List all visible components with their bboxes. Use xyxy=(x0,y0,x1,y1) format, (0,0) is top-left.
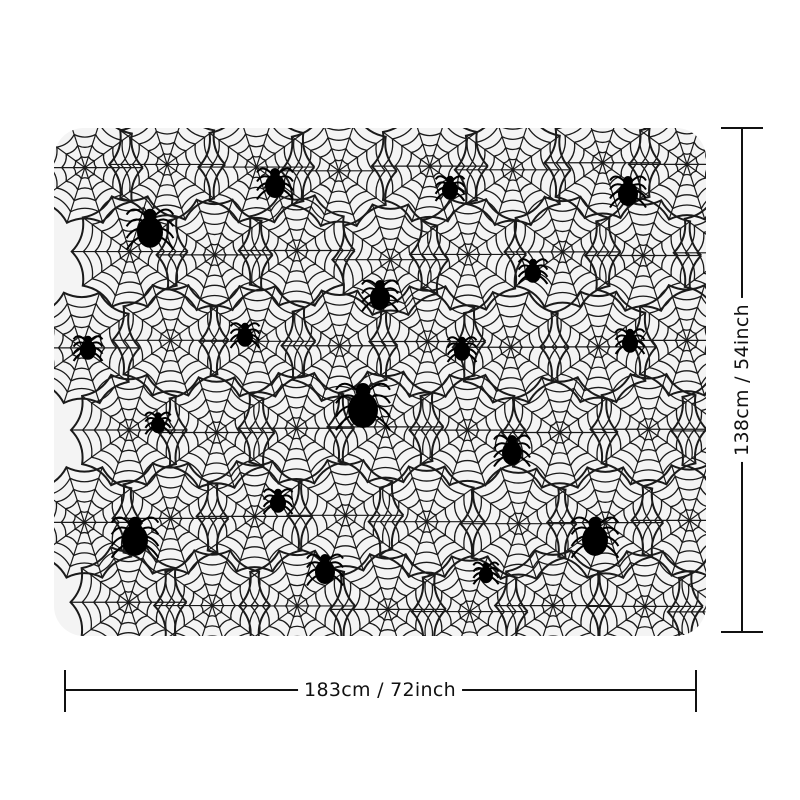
spider xyxy=(306,553,344,587)
spider-web xyxy=(408,373,527,487)
spider-web xyxy=(286,458,405,572)
spider-web xyxy=(543,128,662,220)
spider-web xyxy=(70,195,189,309)
spider-web xyxy=(410,555,529,636)
spider xyxy=(144,411,172,435)
spider xyxy=(570,516,620,559)
spider xyxy=(517,258,549,285)
spider xyxy=(472,561,500,585)
spider-web xyxy=(111,283,230,397)
spider xyxy=(72,335,104,362)
height-dimension-top-tick xyxy=(721,127,763,129)
spider xyxy=(335,382,391,431)
spider-web xyxy=(493,549,612,636)
spider-web xyxy=(69,545,188,636)
spider-web xyxy=(669,374,706,488)
spider-web xyxy=(367,465,486,579)
spider-web xyxy=(237,194,356,307)
spider xyxy=(256,167,294,201)
spider-web xyxy=(630,463,706,577)
spider-web xyxy=(331,203,450,317)
spider-web xyxy=(672,196,706,310)
spider-web xyxy=(69,373,188,487)
spider-web xyxy=(236,371,356,485)
width-label: 183cm / 72inch xyxy=(298,679,462,701)
spider-web xyxy=(408,197,527,311)
spider-web xyxy=(585,549,704,636)
spider xyxy=(434,175,466,202)
spider xyxy=(614,328,646,355)
spider xyxy=(229,322,261,349)
spider xyxy=(125,208,175,251)
spider xyxy=(262,488,294,515)
spider xyxy=(361,279,399,313)
spider-web xyxy=(538,290,658,404)
spider xyxy=(446,336,478,363)
spider xyxy=(110,516,160,559)
spider-web xyxy=(328,552,447,636)
spider-web xyxy=(54,128,144,225)
width-dimension-right-tick xyxy=(695,670,697,712)
spider-web xyxy=(583,199,702,312)
height-dimension-bottom-tick xyxy=(721,631,763,633)
spider-web-tablecloth-image xyxy=(54,128,706,636)
spider-web xyxy=(627,128,706,221)
spider xyxy=(493,434,531,468)
spider-web xyxy=(326,370,445,484)
height-label: 138cm / 54inch xyxy=(731,298,753,462)
spider-web xyxy=(111,461,230,575)
spider xyxy=(609,175,647,209)
width-dimension-left-tick xyxy=(64,670,66,712)
